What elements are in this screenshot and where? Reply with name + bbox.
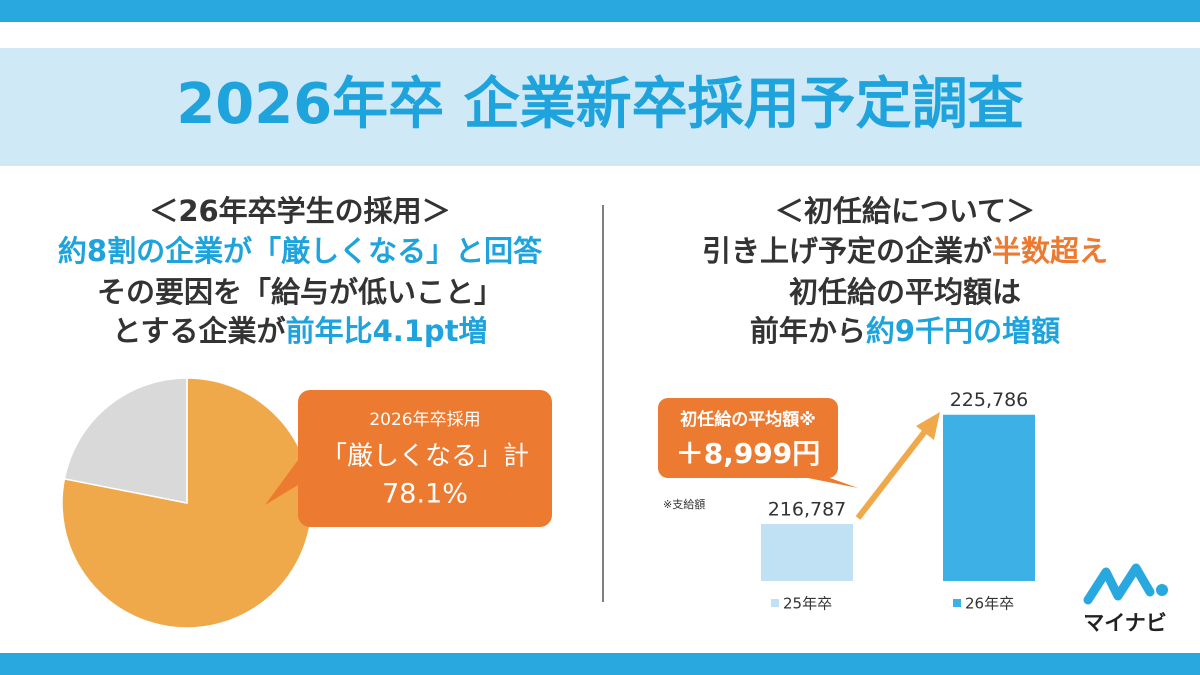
legend-swatch	[771, 599, 779, 607]
pie-slice	[63, 377, 188, 504]
note: ※支給額	[663, 497, 705, 511]
text: その要因を「給与が低いこと」	[97, 275, 503, 309]
top-bar	[0, 0, 1200, 22]
text: 前年比4.1pt増	[286, 314, 488, 348]
text: 半数超え	[992, 234, 1108, 268]
text: 引き上げ予定の企業が	[702, 234, 992, 268]
text: ＜初任給について＞	[775, 194, 1035, 228]
right-line: 引き上げ予定の企業が半数超え	[702, 234, 1108, 268]
left-line: ＜26年卒学生の採用＞	[149, 194, 450, 228]
pie-callout	[265, 390, 552, 527]
legend-label: 26年卒	[965, 595, 1014, 613]
callout-text: 「厳しくなる」計	[321, 442, 529, 472]
right-line: 前年から約9千円の増額	[750, 314, 1060, 348]
text: とする企業が	[112, 314, 285, 348]
bar	[943, 414, 1035, 581]
data-label: 78.1%	[382, 479, 468, 510]
data-label: 225,786	[950, 389, 1029, 411]
text: ＜26年卒学生の採用＞	[149, 194, 450, 228]
arrow-head	[916, 412, 940, 440]
title: 2026年卒 企業新卒採用予定調査	[176, 72, 1023, 137]
left-line: 約8割の企業が「厳しくなる」と回答	[58, 234, 543, 268]
left-line: その要因を「給与が低いこと」	[97, 275, 503, 309]
title-band	[0, 48, 1200, 166]
text: 約8割の企業が「厳しくなる」と回答	[58, 234, 543, 268]
data-label: 216,787	[768, 499, 847, 521]
right-line: 初任給の平均額は	[789, 275, 1021, 309]
arrow	[855, 428, 929, 520]
text: 前年から	[750, 314, 866, 348]
callout-text: ＋8,999円	[676, 437, 821, 470]
bar	[761, 524, 853, 581]
left-line: とする企業が前年比4.1pt増	[112, 314, 487, 348]
legend-label: 25年卒	[783, 595, 832, 613]
legend-swatch	[953, 599, 961, 607]
logo-mark	[1083, 563, 1155, 605]
text: 初任給の平均額は	[789, 275, 1021, 309]
bottom-bar	[0, 653, 1200, 675]
callout-text: 2026年卒採用	[369, 410, 480, 430]
bar-chart: 216,787 25年卒 225,786 26年卒	[761, 389, 1035, 613]
bar-callout	[658, 398, 858, 488]
right-line: ＜初任給について＞	[775, 194, 1035, 228]
text: 約9千円の増額	[866, 314, 1060, 348]
logo-text: マイナビ	[1083, 611, 1167, 635]
pie-chart	[61, 377, 313, 629]
logo-dot	[1156, 584, 1168, 596]
callout-text: 初任給の平均額※	[680, 409, 816, 430]
